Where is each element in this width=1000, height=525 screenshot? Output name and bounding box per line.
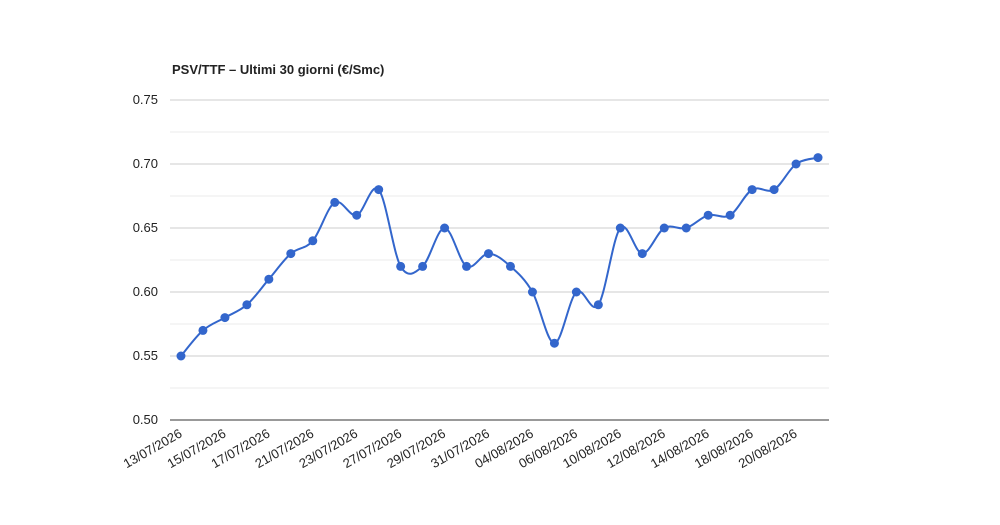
data-point — [396, 261, 406, 271]
data-point — [440, 223, 450, 233]
data-point — [198, 325, 208, 335]
data-point — [374, 185, 384, 195]
data-point — [264, 274, 274, 284]
data-point — [681, 223, 691, 233]
data-point — [769, 185, 779, 195]
y-tick-label: 0.70 — [133, 156, 158, 171]
y-tick-label: 0.50 — [133, 412, 158, 427]
data-point — [484, 249, 494, 259]
data-point — [505, 261, 515, 271]
data-point — [242, 300, 252, 310]
data-point — [462, 261, 472, 271]
data-point — [593, 300, 603, 310]
data-point — [308, 236, 318, 246]
series-line — [180, 156, 819, 357]
data-point — [571, 287, 581, 297]
data-point — [725, 210, 735, 220]
data-point — [527, 287, 537, 297]
data-point — [352, 210, 362, 220]
data-point — [418, 261, 428, 271]
data-point — [615, 223, 625, 233]
data-point — [286, 249, 296, 259]
data-point — [637, 249, 647, 259]
y-tick-label: 0.60 — [133, 284, 158, 299]
data-point — [176, 351, 186, 361]
data-point — [813, 153, 823, 163]
data-point — [747, 185, 757, 195]
chart-title: PSV/TTF – Ultimi 30 giorni (€/Smc) — [172, 62, 384, 77]
data-point — [330, 197, 340, 207]
y-tick-label: 0.55 — [133, 348, 158, 363]
data-point — [659, 223, 669, 233]
data-point — [220, 313, 230, 323]
y-tick-label: 0.65 — [133, 220, 158, 235]
data-point — [791, 159, 801, 169]
data-point — [549, 338, 559, 348]
data-point — [703, 210, 713, 220]
y-tick-label: 0.75 — [133, 92, 158, 107]
